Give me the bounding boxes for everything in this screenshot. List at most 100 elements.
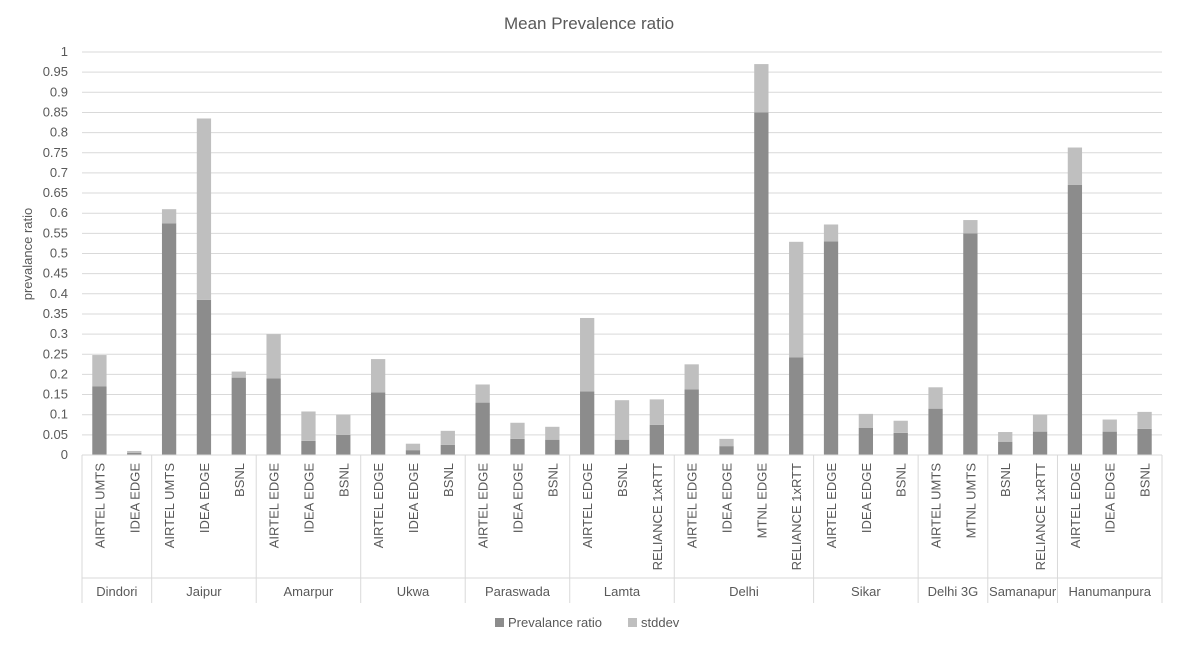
bar-stddev xyxy=(823,224,839,242)
bar-stddev xyxy=(370,359,386,393)
legend: Prevalance ratio stddev xyxy=(495,615,680,630)
x-axis: AIRTEL UMTS IDEA EDGE Dindori AIRTEL UMTS ID… xyxy=(81,454,1163,603)
bar-stddev xyxy=(405,443,421,451)
y-tick-label: 0.35 xyxy=(43,306,68,321)
x-category-label: IDEA EDGE xyxy=(301,463,316,533)
bar-stddev xyxy=(196,118,212,300)
x-category-label: AIRTEL EDGE xyxy=(685,463,700,549)
x-category-label: IDEA EDGE xyxy=(197,463,212,533)
x-category-label: AIRTEL EDGE xyxy=(267,463,282,549)
bars xyxy=(92,64,1152,456)
x-category-label: RELIANCE 1xRTT xyxy=(789,463,804,570)
bar-prevalance-ratio xyxy=(196,299,212,455)
y-tick-label: 1 xyxy=(61,44,68,59)
x-category-label: AIRTEL EDGE xyxy=(476,463,491,549)
bar-stddev xyxy=(92,355,107,387)
bar-stddev xyxy=(440,430,455,445)
bar-stddev xyxy=(684,364,699,390)
bar-stddev xyxy=(789,241,804,358)
bar-prevalance-ratio xyxy=(684,389,699,455)
bar-stddev xyxy=(963,220,978,234)
bar-stddev xyxy=(1137,411,1152,429)
bar-prevalance-ratio xyxy=(963,233,978,455)
bar-prevalance-ratio xyxy=(405,450,421,455)
gridlines xyxy=(82,51,1162,436)
x-category-label: RELIANCE 1xRTT xyxy=(1033,463,1048,570)
y-tick-label: 0 xyxy=(61,447,68,462)
x-category-label: AIRTEL EDGE xyxy=(371,463,386,549)
x-group-label: Delhi xyxy=(729,584,759,599)
bar-prevalance-ratio xyxy=(580,391,595,455)
x-category-label: AIRTEL UMTS xyxy=(92,463,107,549)
x-category-label: AIRTEL EDGE xyxy=(580,463,595,549)
y-tick-label: 0.75 xyxy=(43,145,68,160)
bar-stddev xyxy=(649,399,664,425)
x-category-label: BSNL xyxy=(441,463,456,497)
bar-stddev xyxy=(719,438,734,447)
x-group-label: Ukwa xyxy=(397,584,430,599)
bar-stddev xyxy=(1102,419,1117,432)
x-category-label: BSNL xyxy=(545,463,560,497)
bar-stddev xyxy=(614,400,630,440)
bar-prevalance-ratio xyxy=(823,241,839,455)
bar-prevalance-ratio xyxy=(231,377,246,455)
x-group-label: Hanumanpura xyxy=(1069,584,1152,599)
bar-stddev xyxy=(928,387,943,409)
x-category-label: MTNL UMTS xyxy=(963,463,978,539)
x-category-label: BSNL xyxy=(998,463,1013,497)
bar-prevalance-ratio xyxy=(440,444,455,455)
bar-stddev xyxy=(231,371,246,378)
y-tick-label: 0.05 xyxy=(43,427,68,442)
bar-prevalance-ratio xyxy=(161,223,177,455)
bar-stddev xyxy=(1067,147,1083,185)
x-category-label: BSNL xyxy=(615,463,630,497)
bar-prevalance-ratio xyxy=(510,438,525,455)
bar-prevalance-ratio xyxy=(1032,431,1048,455)
bar-prevalance-ratio xyxy=(893,432,908,455)
bar-stddev xyxy=(858,413,874,428)
bar-stddev xyxy=(580,317,595,392)
bar-prevalance-ratio xyxy=(719,446,734,455)
x-category-label: MTNL EDGE xyxy=(754,463,769,539)
bar-prevalance-ratio xyxy=(1137,428,1152,455)
bar-prevalance-ratio xyxy=(545,439,560,455)
bar-prevalance-ratio xyxy=(1102,431,1117,455)
x-group-label: Amarpur xyxy=(284,584,335,599)
chart-title: Mean Prevalence ratio xyxy=(504,14,674,33)
bar-stddev xyxy=(336,414,351,435)
x-category-label: AIRTEL EDGE xyxy=(1068,463,1083,549)
bar-prevalance-ratio xyxy=(336,434,351,455)
x-category-label: BSNL xyxy=(336,463,351,497)
bar-prevalance-ratio xyxy=(649,424,664,455)
bar-prevalance-ratio xyxy=(998,441,1013,455)
x-group-label: Samanapur xyxy=(989,584,1057,599)
x-category-label: AIRTEL EDGE xyxy=(824,463,839,549)
bar-stddev xyxy=(545,426,560,440)
x-category-label: IDEA EDGE xyxy=(720,463,735,533)
bar-prevalance-ratio xyxy=(789,357,804,455)
x-category-label: AIRTEL UMTS xyxy=(929,463,944,549)
y-axis-title: prevalance ratio xyxy=(20,208,35,301)
y-tick-label: 0.3 xyxy=(50,326,68,341)
bar-stddev xyxy=(475,384,490,403)
x-category-label: IDEA EDGE xyxy=(510,463,525,533)
y-tick-label: 0.1 xyxy=(50,407,68,422)
y-tick-label: 0.65 xyxy=(43,185,68,200)
legend-swatch-stddev xyxy=(628,618,637,627)
bar-prevalance-ratio xyxy=(475,402,490,455)
bar-prevalance-ratio xyxy=(92,386,107,455)
legend-label-prevalance-ratio: Prevalance ratio xyxy=(508,615,602,630)
bar-prevalance-ratio xyxy=(858,427,874,455)
x-category-label: IDEA EDGE xyxy=(406,463,421,533)
x-group-label: Jaipur xyxy=(186,584,222,599)
legend-label-stddev: stddev xyxy=(641,615,680,630)
x-group-label: Lamta xyxy=(604,584,641,599)
y-tick-label: 0.7 xyxy=(50,165,68,180)
y-tick-label: 0.45 xyxy=(43,266,68,281)
bar-stddev xyxy=(754,64,769,113)
x-group-label: Paraswada xyxy=(485,584,551,599)
bar-prevalance-ratio xyxy=(754,112,769,455)
x-category-label: IDEA EDGE xyxy=(1103,463,1118,533)
bar-prevalance-ratio xyxy=(1067,184,1083,456)
x-category-label: BSNL xyxy=(232,463,247,497)
